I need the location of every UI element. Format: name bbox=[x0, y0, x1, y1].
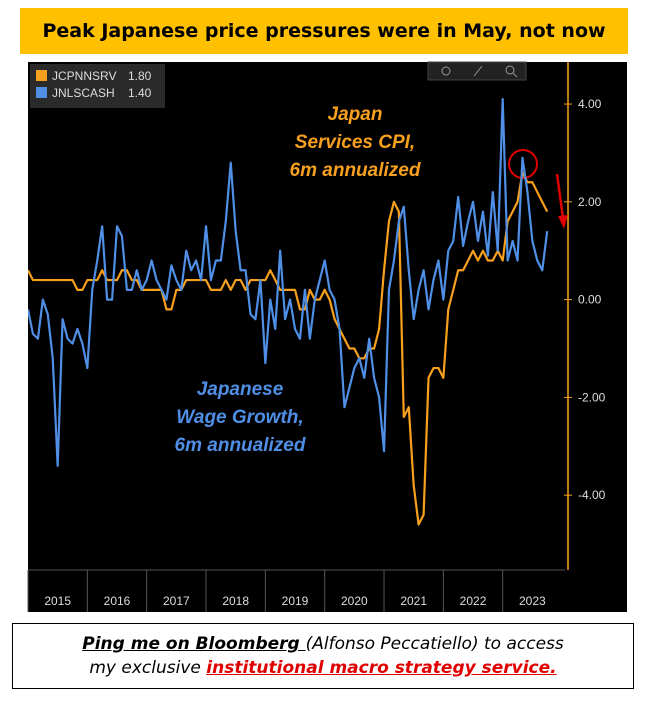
arrow-head bbox=[558, 215, 568, 229]
footer: Ping me on Bloomberg (Alfonso Peccatiell… bbox=[12, 623, 634, 689]
annotation: Wage Growth, bbox=[176, 407, 303, 428]
legend-value: 1.40 bbox=[128, 86, 152, 100]
series-line bbox=[28, 171, 549, 526]
legend-swatch bbox=[36, 70, 47, 81]
legend-label: JCPNNSRV bbox=[52, 69, 116, 83]
annotation: Services CPI, bbox=[295, 132, 415, 153]
arrow-shaft bbox=[555, 173, 565, 219]
legend-label: JNLSCASH bbox=[52, 86, 115, 100]
annotation: Japan bbox=[328, 104, 383, 125]
highlight-circle bbox=[508, 149, 538, 179]
series-line bbox=[28, 98, 549, 467]
x-tick-label: 2023 bbox=[519, 594, 546, 608]
plot-background bbox=[28, 62, 565, 612]
x-tick-label: 2018 bbox=[222, 594, 249, 608]
footer-text: my exclusive bbox=[89, 658, 207, 678]
series-group bbox=[28, 98, 549, 526]
footer-text: (Alfonso Peccatiello) to access bbox=[305, 634, 564, 654]
annotation: Japanese bbox=[197, 379, 284, 400]
y-tick-label: 4.00 bbox=[578, 97, 602, 111]
toolbar bbox=[427, 61, 527, 81]
chart: JCPNNSRV 1.80 JNLSCASH 1.40 4.00 2.00 0.00 -2.… bbox=[27, 61, 627, 612]
chart-title: Peak Japanese price pressures were in Ma… bbox=[42, 20, 606, 42]
x-tick-label: 2021 bbox=[400, 594, 427, 608]
y-tick-label: 0.00 bbox=[578, 293, 602, 307]
legend: JCPNNSRV 1.80 JNLSCASH 1.40 bbox=[30, 64, 165, 108]
x-tick-label: 2015 bbox=[44, 594, 71, 608]
x-tick-label: 2022 bbox=[460, 594, 487, 608]
footer-link: Ping me on Bloomberg bbox=[82, 634, 306, 654]
axis-background bbox=[565, 62, 627, 612]
legend-value: 1.80 bbox=[128, 69, 152, 83]
annotation: 6m annualized bbox=[290, 160, 421, 181]
legend-swatch bbox=[36, 87, 47, 98]
x-tick-label: 2019 bbox=[282, 594, 309, 608]
footer-link: institutional macro strategy service. bbox=[206, 658, 557, 678]
y-tick-label: -2.00 bbox=[578, 390, 606, 404]
annotation: 6m annualized bbox=[175, 435, 306, 456]
x-tick-label: 2016 bbox=[104, 594, 131, 608]
x-tick-label: 2017 bbox=[163, 594, 190, 608]
y-tick-label: 2.00 bbox=[578, 195, 602, 209]
title-banner: Peak Japanese price pressures were in Ma… bbox=[20, 8, 628, 54]
y-tick-label: -4.00 bbox=[578, 488, 606, 502]
x-tick-label: 2020 bbox=[341, 594, 368, 608]
